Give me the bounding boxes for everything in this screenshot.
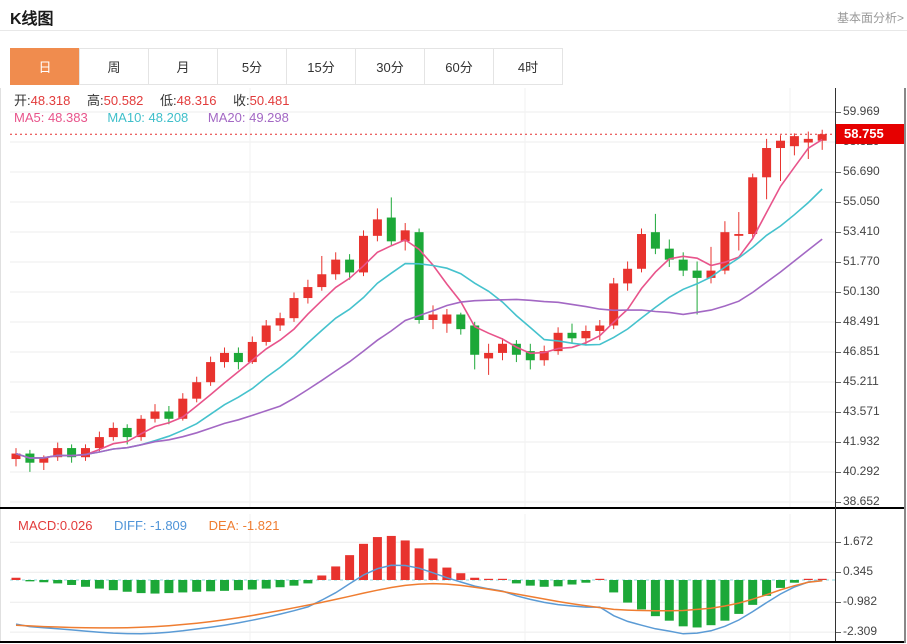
scrollbar-track[interactable] [904, 88, 906, 643]
macd-canvas[interactable] [10, 514, 835, 642]
tab-5min[interactable]: 5分 [217, 48, 287, 85]
chart-bottom-border [0, 641, 905, 643]
price-axis-label: 41.932 [836, 434, 880, 448]
tab-day[interactable]: 日 [10, 48, 80, 85]
close-value: 50.481 [249, 93, 290, 108]
chart-left-border [0, 88, 1, 642]
ma5-value: MA5: 48.383 [14, 110, 88, 125]
macd-axis-label: 1.672 [835, 534, 874, 549]
ma-info-bar: MA5: 48.383 MA10: 48.208 MA20: 49.298 [14, 110, 289, 125]
macd-chart[interactable] [10, 514, 835, 642]
open-label: 开: [14, 93, 31, 108]
price-axis-label: 59.969 [836, 104, 880, 118]
page-title: K线图 [10, 11, 54, 28]
diff-value: DIFF: -1.809 [114, 518, 188, 533]
macd-info-bar: MACD:0.026 DIFF: -1.809 DEA: -1.821 [18, 518, 279, 533]
high-value: 50.582 [103, 93, 144, 108]
price-axis-label: 40.292 [836, 464, 880, 478]
candlestick-canvas[interactable] [10, 88, 835, 508]
tab-30min[interactable]: 30分 [355, 48, 425, 85]
price-axis-label: 53.410 [836, 224, 880, 238]
candlestick-chart[interactable] [10, 88, 835, 508]
price-axis-label: 50.130 [836, 284, 880, 298]
price-axis-label: 38.652 [836, 494, 880, 508]
tab-60min[interactable]: 60分 [424, 48, 494, 85]
ma10-value: MA10: 48.208 [107, 110, 189, 125]
current-price-badge: 58.755 [836, 124, 904, 144]
open-value: 48.318 [30, 93, 71, 108]
dea-value: DEA: -1.821 [208, 518, 280, 533]
tab-4hour[interactable]: 4时 [493, 48, 563, 85]
tab-15min[interactable]: 15分 [286, 48, 356, 85]
header-divider [0, 30, 907, 31]
ma20-value: MA20: 49.298 [207, 110, 289, 125]
close-label: 收: [233, 93, 250, 108]
ohlc-info-bar: 开:48.318 高:50.582 低:48.316 收:50.481 [14, 90, 302, 109]
low-label: 低: [160, 93, 177, 108]
price-axis-label: 46.851 [836, 344, 880, 358]
interval-tabs: 日周月 5分 15分 30分 60分 4时 [10, 48, 563, 85]
price-axis-label: 45.211 [836, 374, 879, 388]
macd-value: MACD:0.026 [18, 518, 93, 533]
price-axis-label: 48.491 [836, 314, 880, 328]
fundamental-analysis-link[interactable]: 基本面分析> [836, 11, 904, 25]
macd-axis-label: -0.982 [835, 594, 878, 609]
price-axis-label: 43.571 [836, 404, 880, 418]
panel-separator [0, 507, 905, 509]
y-axis-line [835, 88, 836, 642]
price-axis-label: 56.690 [836, 164, 880, 178]
price-axis-label: 51.770 [836, 254, 880, 268]
macd-axis-label: -2.309 [835, 624, 878, 639]
tab-month[interactable]: 月 [148, 48, 218, 85]
low-value: 48.316 [176, 93, 217, 108]
high-label: 高: [87, 93, 104, 108]
price-axis-label: 55.050 [836, 194, 880, 208]
tab-week[interactable]: 周 [79, 48, 149, 85]
macd-axis-label: 0.345 [835, 564, 874, 579]
